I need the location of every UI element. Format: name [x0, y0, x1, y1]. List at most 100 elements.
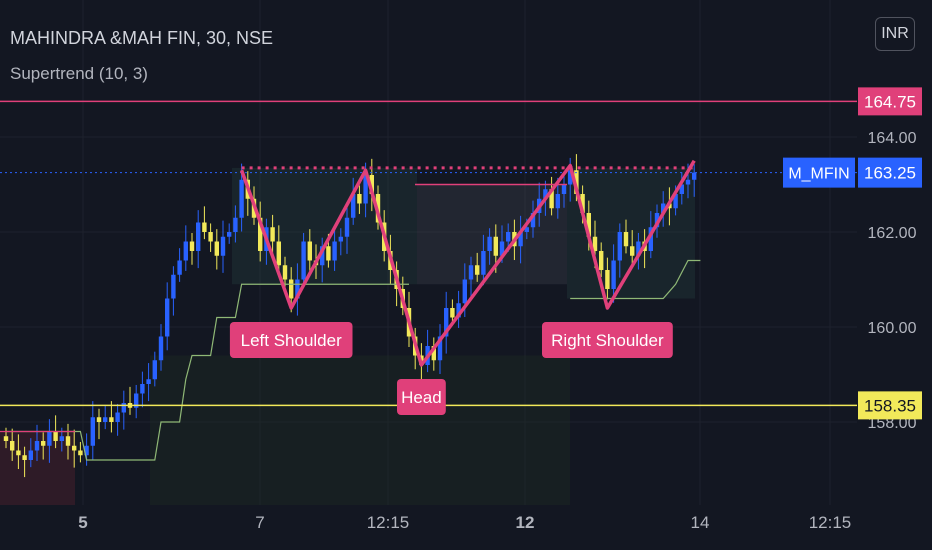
- candle-body: [437, 336, 443, 361]
- candle-body: [239, 179, 244, 218]
- annotation-box: [542, 322, 673, 358]
- candle-body: [47, 431, 52, 446]
- candle-body: [661, 203, 666, 213]
- x-tick-label: 12: [516, 513, 535, 532]
- candle-body: [28, 450, 33, 460]
- candle-body: [22, 455, 27, 460]
- y-tick-label: 164.00: [868, 130, 917, 147]
- candle-body: [586, 213, 591, 237]
- candle-body: [605, 270, 610, 289]
- candle-body: [338, 236, 343, 242]
- candle-body: [506, 232, 511, 242]
- candle-body: [493, 236, 498, 256]
- candle-body: [549, 189, 554, 209]
- candle-body: [369, 175, 374, 194]
- annotation-box: [397, 379, 446, 415]
- candle-body: [183, 241, 188, 261]
- y-tick-label: 160.00: [868, 320, 917, 337]
- candle-body: [320, 246, 325, 266]
- candle-body: [65, 436, 71, 446]
- candle-body: [351, 194, 356, 218]
- candle-body: [34, 441, 40, 451]
- candle-body: [202, 222, 207, 232]
- candle-body: [648, 227, 653, 251]
- candle-body: [636, 241, 641, 256]
- candle-body: [357, 194, 362, 204]
- candle-body: [673, 194, 678, 209]
- candle-body: [431, 346, 436, 361]
- y-tick-label: 162.00: [868, 225, 917, 242]
- candle-body: [301, 241, 306, 280]
- candle-body: [59, 436, 64, 441]
- resistance-badge: [858, 87, 922, 116]
- candle-body: [177, 260, 182, 275]
- candle-body: [462, 279, 467, 304]
- candle-body: [444, 308, 449, 337]
- candle-body: [289, 279, 294, 299]
- x-tick-label: 7: [255, 513, 264, 532]
- x-tick-label: 12:15: [367, 513, 410, 532]
- candle-body: [524, 227, 529, 232]
- candle-body: [103, 417, 108, 422]
- symbol-badge: [783, 157, 855, 188]
- candle-body: [574, 170, 579, 194]
- candle-body: [165, 298, 170, 337]
- indicator-label: Supertrend (10, 3): [10, 64, 148, 83]
- candle-body: [134, 393, 139, 408]
- candle-body: [90, 417, 95, 446]
- candle-body: [146, 379, 151, 384]
- candle-body: [487, 236, 492, 251]
- x-tick-label: 14: [691, 513, 710, 532]
- annotation-label: Head: [401, 388, 442, 407]
- candle-body: [456, 303, 461, 318]
- candle-body: [561, 184, 567, 194]
- supertrend-line: [6, 283, 409, 461]
- candle-body: [518, 232, 523, 247]
- annotation-label: Right Shoulder: [551, 331, 664, 350]
- candle-body: [140, 384, 145, 394]
- candle-body: [450, 308, 455, 318]
- supertrend-fill-up: [150, 355, 570, 505]
- last-price-label: 163.25: [864, 164, 916, 183]
- x-tick-label: 12:15: [809, 513, 852, 532]
- currency-button[interactable]: INR: [875, 17, 915, 51]
- candle-body: [189, 241, 195, 251]
- candle-body: [481, 251, 486, 275]
- candle-body: [307, 241, 312, 261]
- resistance-badge-label: 164.75: [864, 92, 916, 111]
- annotation-label: Left Shoulder: [241, 331, 342, 350]
- candle-body: [543, 189, 548, 199]
- candle-body: [282, 265, 288, 280]
- candle-body: [568, 170, 573, 185]
- candle-body: [10, 441, 15, 451]
- last-price-badge: [858, 157, 922, 188]
- candle-body: [214, 241, 219, 256]
- annotation-box: [229, 322, 353, 358]
- candle-body: [679, 184, 684, 194]
- candle-body: [344, 217, 350, 237]
- candle-body: [96, 417, 102, 422]
- candle-body: [623, 232, 629, 247]
- candle-body: [152, 360, 157, 380]
- candle-body: [16, 450, 21, 456]
- candle-body: [475, 265, 480, 275]
- x-tick-label: 5: [78, 513, 87, 532]
- candle-body: [227, 232, 232, 237]
- candle-body: [158, 336, 164, 361]
- symbol-badge-label: M_MFIN: [788, 166, 849, 183]
- head-shoulders-pattern: [239, 159, 696, 367]
- candle-body: [468, 265, 474, 280]
- candle-body: [3, 436, 9, 441]
- candle-body: [611, 260, 616, 289]
- candle-body: [233, 217, 238, 232]
- candle-body: [121, 403, 126, 413]
- support-badge-label: 158.35: [864, 396, 916, 415]
- candle-body: [630, 246, 635, 256]
- candle-body: [258, 217, 263, 251]
- candle-body: [499, 241, 505, 256]
- symbol-title: MAHINDRA &MAH FIN, 30, NSE: [10, 28, 274, 48]
- candle-body: [41, 441, 46, 446]
- candle-body: [196, 222, 201, 251]
- candle-body: [208, 232, 213, 242]
